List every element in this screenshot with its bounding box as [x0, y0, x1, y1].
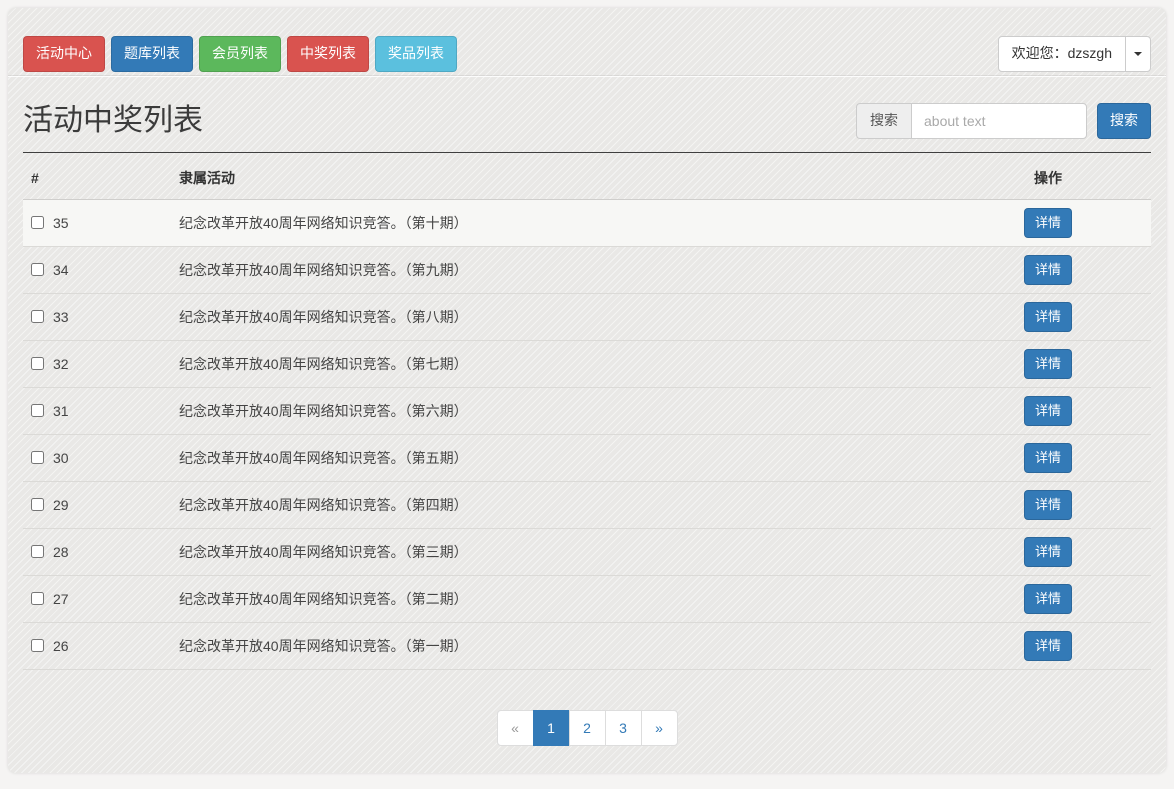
table-row: 29 纪念改革开放40周年网络知识竞答。（第四期） 详情	[23, 481, 1151, 529]
row-id-cell: 29	[31, 497, 163, 513]
table-row: 31 纪念改革开放40周年网络知识竞答。（第六期） 详情	[23, 387, 1151, 435]
row-activity: 纪念改革开放40周年网络知识竞答。（第十期）	[179, 214, 468, 231]
detail-button[interactable]: 详情	[1023, 254, 1072, 285]
nav-button-group: 活动中心 题库列表 会员列表 中奖列表 奖品列表	[23, 36, 457, 72]
welcome-user-button[interactable]: 欢迎您：dzszgh	[997, 36, 1126, 72]
page-next[interactable]: »	[640, 709, 678, 746]
toolbar-divider	[8, 74, 1166, 77]
row-id-cell: 30	[31, 450, 163, 466]
row-id: 32	[53, 355, 69, 372]
caret-down-icon	[1134, 51, 1142, 56]
detail-button[interactable]: 详情	[1023, 348, 1072, 379]
row-checkbox[interactable]	[31, 545, 44, 559]
search-button[interactable]: 搜索	[1097, 102, 1151, 139]
user-dropdown-toggle[interactable]	[1125, 36, 1151, 72]
row-id-cell: 33	[31, 309, 163, 325]
search-input[interactable]	[911, 102, 1087, 139]
table-body: 35 纪念改革开放40周年网络知识竞答。（第十期） 详情 34 纪念改革开放40…	[23, 199, 1151, 670]
row-activity: 纪念改革开放40周年网络知识竞答。（第三期）	[179, 543, 468, 560]
row-id-cell: 34	[31, 262, 163, 278]
row-activity: 纪念改革开放40周年网络知识竞答。（第四期）	[179, 496, 468, 513]
row-id-cell: 26	[31, 638, 163, 654]
nav-button-activity-center[interactable]: 活动中心	[23, 36, 105, 72]
row-activity: 纪念改革开放40周年网络知识竞答。（第五期）	[179, 449, 468, 466]
table-header-row: # 隶属活动 操作	[23, 152, 1151, 200]
page-prev[interactable]: «	[496, 709, 534, 746]
column-header-action: 操作	[945, 152, 1151, 200]
row-id: 28	[53, 543, 69, 560]
row-id: 33	[53, 308, 69, 325]
pagination: « 1 2 3 »	[496, 709, 678, 746]
top-toolbar: 活动中心 题库列表 会员列表 中奖列表 奖品列表 欢迎您：dzszgh	[23, 8, 1151, 72]
winners-table: # 隶属活动 操作 35 纪念改革开放40周年网络知识竞答。（第十期） 详情 3…	[23, 152, 1151, 670]
row-activity: 纪念改革开放40周年网络知识竞答。（第二期）	[179, 590, 468, 607]
row-activity: 纪念改革开放40周年网络知识竞答。（第六期）	[179, 402, 468, 419]
page-title: 活动中奖列表	[23, 104, 203, 138]
search-area: 搜索 搜索	[856, 102, 1151, 139]
table-row: 28 纪念改革开放40周年网络知识竞答。（第三期） 详情	[23, 528, 1151, 576]
row-id-cell: 28	[31, 544, 163, 560]
search-input-group: 搜索	[856, 102, 1087, 139]
table-row: 26 纪念改革开放40周年网络知识竞答。（第一期） 详情	[23, 622, 1151, 670]
row-id: 27	[53, 590, 69, 607]
detail-button[interactable]: 详情	[1023, 442, 1072, 473]
page-next-label: »	[655, 719, 663, 736]
table-row: 30 纪念改革开放40周年网络知识竞答。（第五期） 详情	[23, 434, 1151, 482]
column-header-id: #	[23, 152, 171, 200]
detail-button[interactable]: 详情	[1023, 395, 1072, 426]
row-id: 29	[53, 496, 69, 513]
row-checkbox[interactable]	[31, 404, 44, 418]
row-checkbox[interactable]	[31, 592, 44, 606]
row-checkbox[interactable]	[31, 216, 44, 230]
row-id: 26	[53, 637, 69, 654]
row-id-cell: 31	[31, 403, 163, 419]
page-2[interactable]: 2	[568, 709, 606, 746]
row-checkbox[interactable]	[31, 263, 44, 277]
row-id: 30	[53, 449, 69, 466]
row-checkbox[interactable]	[31, 357, 44, 371]
detail-button[interactable]: 详情	[1023, 301, 1072, 332]
nav-button-member-list[interactable]: 会员列表	[199, 36, 281, 72]
main-container: 活动中心 题库列表 会员列表 中奖列表 奖品列表 欢迎您：dzszgh 活动中奖…	[8, 8, 1166, 773]
page-prev-label: «	[511, 719, 519, 736]
table-row: 35 纪念改革开放40周年网络知识竞答。（第十期） 详情	[23, 199, 1151, 247]
detail-button[interactable]: 详情	[1023, 207, 1072, 238]
detail-button[interactable]: 详情	[1023, 536, 1072, 567]
row-activity: 纪念改革开放40周年网络知识竞答。（第一期）	[179, 637, 468, 654]
pagination-container: « 1 2 3 »	[23, 709, 1151, 746]
row-checkbox[interactable]	[31, 639, 44, 653]
row-checkbox[interactable]	[31, 451, 44, 465]
row-id: 35	[53, 214, 69, 231]
row-id-cell: 35	[31, 215, 163, 231]
nav-button-question-bank-list[interactable]: 题库列表	[111, 36, 193, 72]
table-row: 27 纪念改革开放40周年网络知识竞答。（第二期） 详情	[23, 575, 1151, 623]
nav-button-prize-list[interactable]: 奖品列表	[375, 36, 457, 72]
page-1-label: 1	[547, 719, 555, 736]
row-checkbox[interactable]	[31, 498, 44, 512]
page-header: 活动中奖列表 搜索 搜索	[23, 102, 1151, 139]
row-checkbox[interactable]	[31, 310, 44, 324]
row-id-cell: 27	[31, 591, 163, 607]
header-divider	[23, 151, 1151, 153]
detail-button[interactable]: 详情	[1023, 489, 1072, 520]
column-header-activity: 隶属活动	[171, 152, 945, 200]
row-activity: 纪念改革开放40周年网络知识竞答。（第九期）	[179, 261, 468, 278]
page-2-label: 2	[583, 719, 591, 736]
page-3-label: 3	[619, 719, 627, 736]
detail-button[interactable]: 详情	[1023, 583, 1072, 614]
row-id: 31	[53, 402, 69, 419]
row-id: 34	[53, 261, 69, 278]
page-1[interactable]: 1	[532, 709, 570, 746]
page-3[interactable]: 3	[604, 709, 642, 746]
row-activity: 纪念改革开放40周年网络知识竞答。（第七期）	[179, 355, 468, 372]
table-row: 34 纪念改革开放40周年网络知识竞答。（第九期） 详情	[23, 246, 1151, 294]
detail-button[interactable]: 详情	[1023, 630, 1072, 661]
nav-button-winner-list[interactable]: 中奖列表	[287, 36, 369, 72]
table-row: 33 纪念改革开放40周年网络知识竞答。（第八期） 详情	[23, 293, 1151, 341]
row-id-cell: 32	[31, 356, 163, 372]
table-row: 32 纪念改革开放40周年网络知识竞答。（第七期） 详情	[23, 340, 1151, 388]
row-activity: 纪念改革开放40周年网络知识竞答。（第八期）	[179, 308, 468, 325]
search-addon-label: 搜索	[856, 102, 911, 139]
user-menu: 欢迎您：dzszgh	[997, 36, 1151, 72]
